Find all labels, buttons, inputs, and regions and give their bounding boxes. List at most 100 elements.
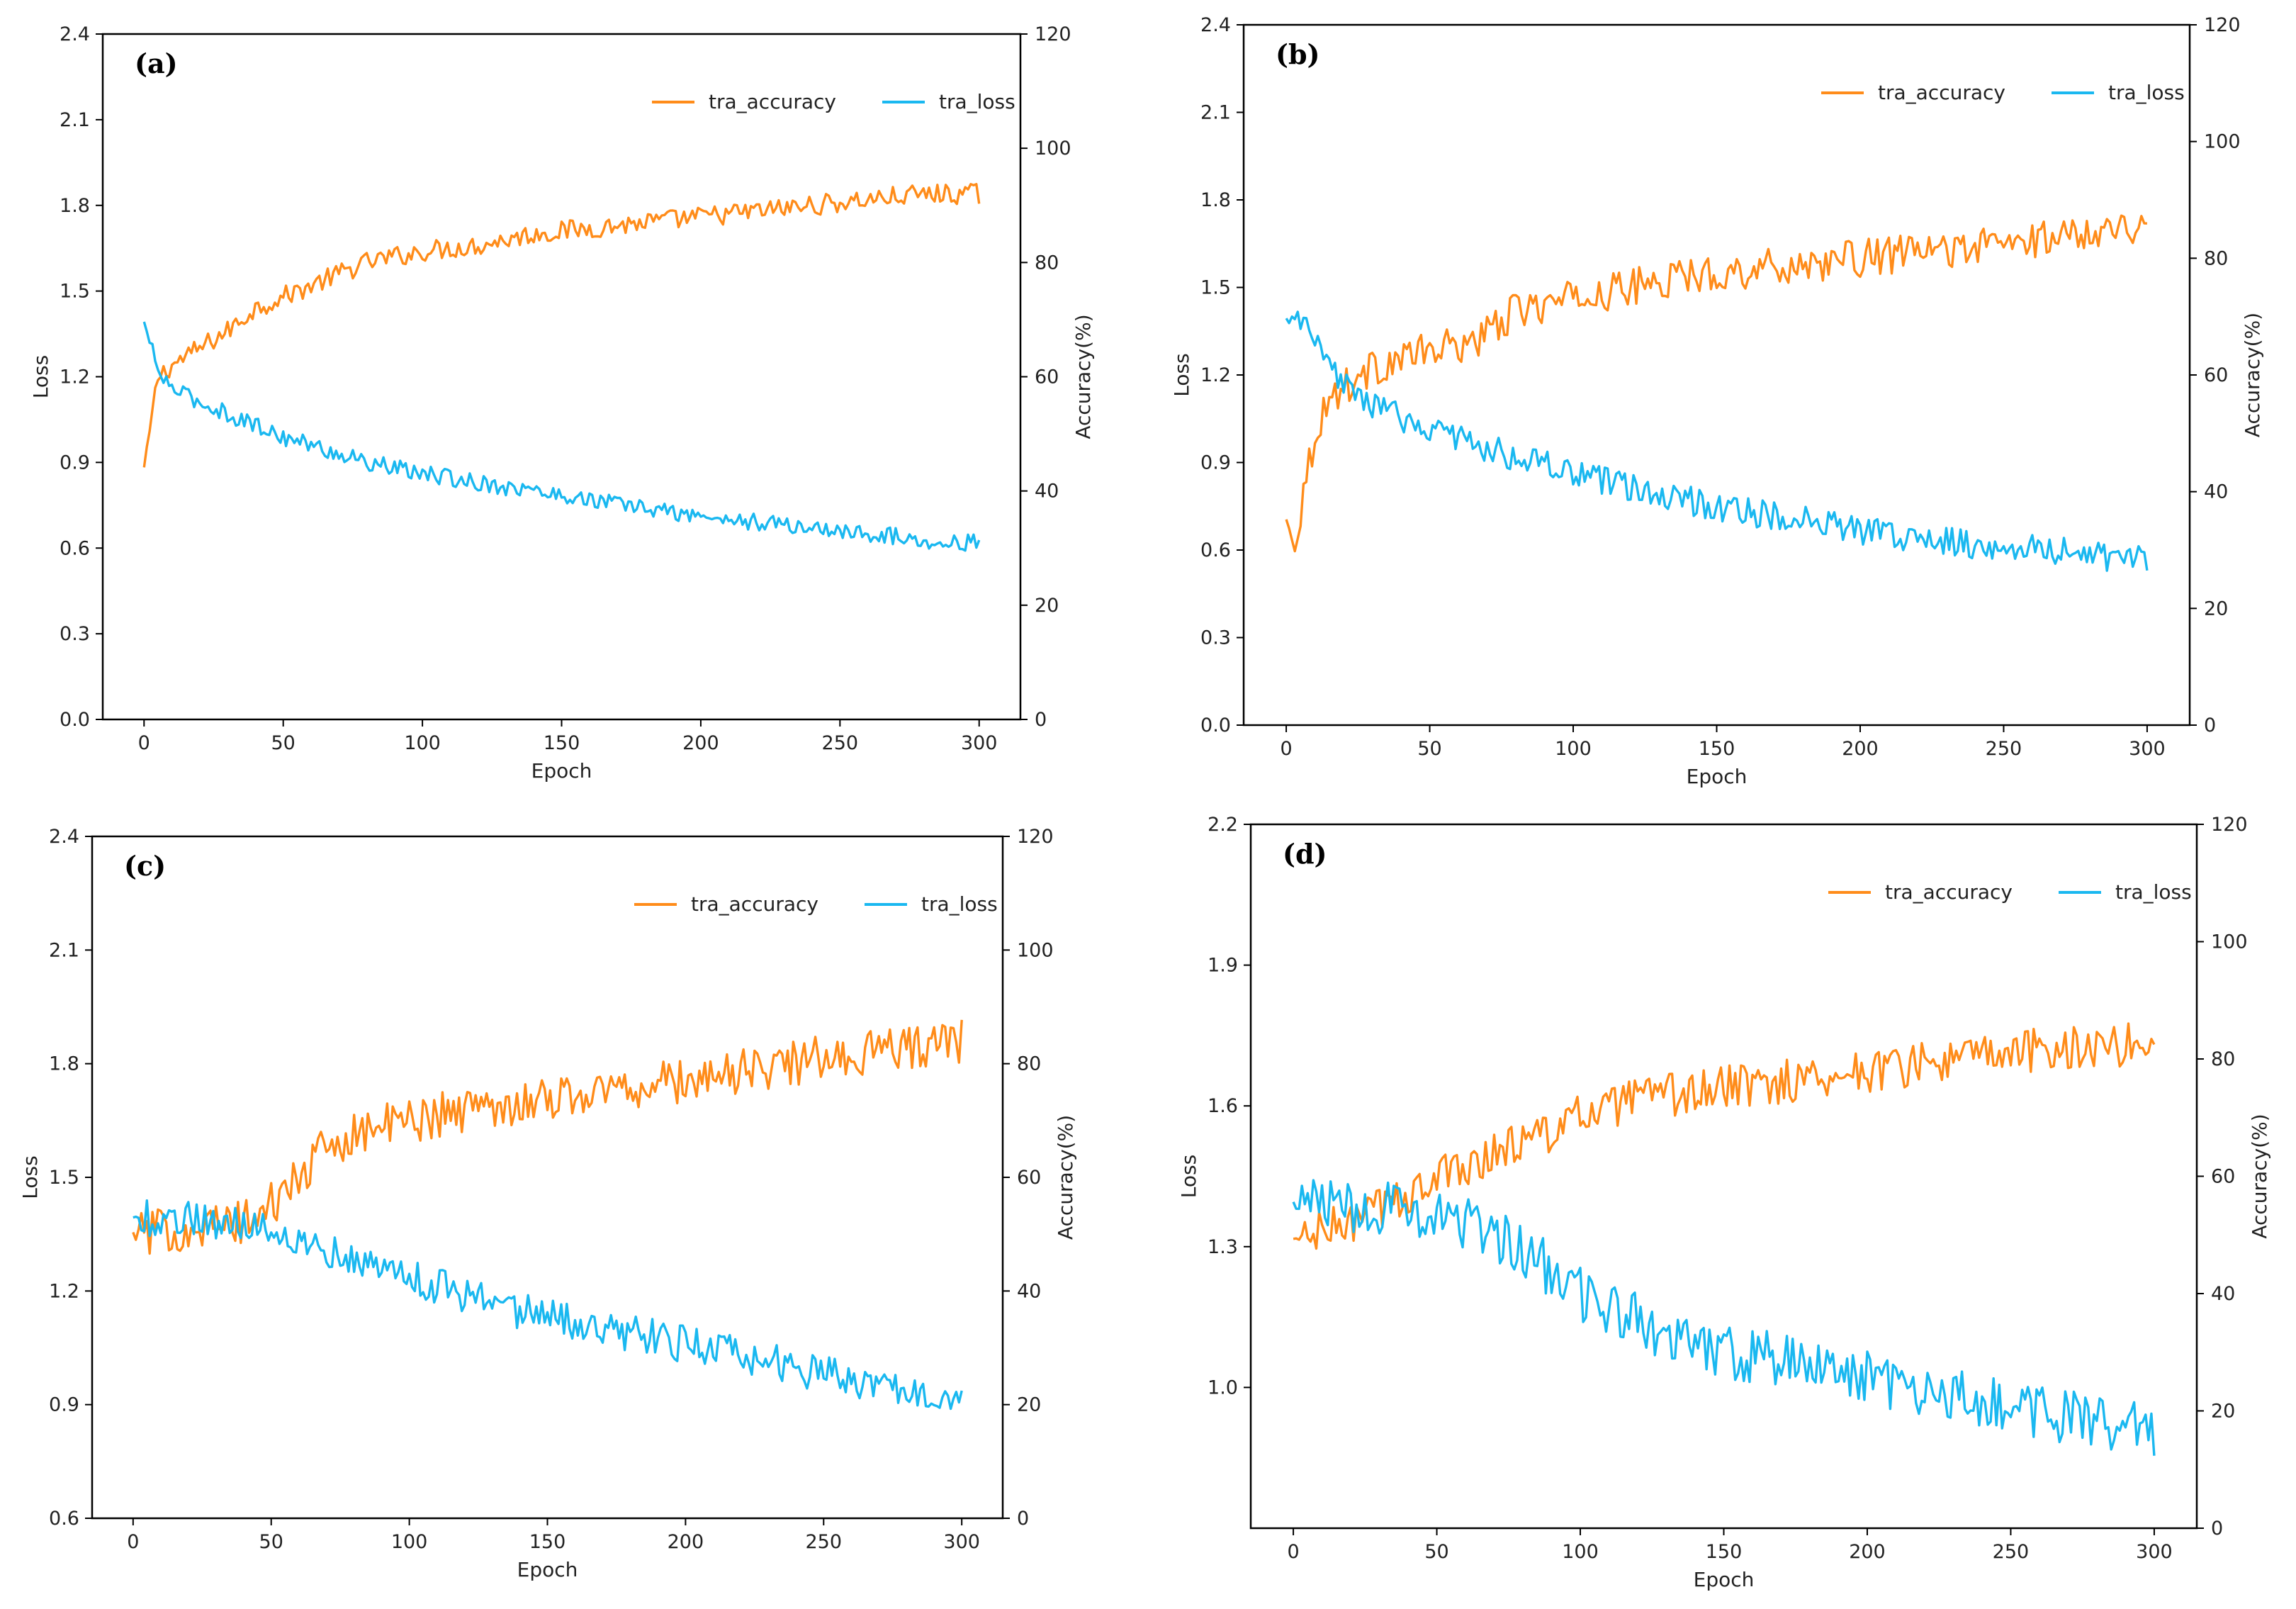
x-tick-label: 0 — [138, 732, 150, 754]
y-left-tick-label: 1.8 — [60, 195, 90, 217]
y-left-tick-label: 1.5 — [60, 281, 90, 303]
y-right-tick-label: 80 — [2211, 1048, 2235, 1070]
y-right-tick-label: 120 — [2204, 14, 2241, 36]
series-line-tra_loss — [1292, 1179, 2156, 1456]
y-right-tick-label: 60 — [1017, 1167, 1041, 1189]
x-tick-label: 300 — [2136, 1541, 2173, 1563]
legend-label-tra_accuracy: tra_accuracy — [1878, 81, 2005, 104]
y-left-tick-label: 2.4 — [60, 23, 90, 45]
y-right-tick-label: 100 — [2204, 131, 2241, 153]
x-tick-label: 100 — [1555, 738, 1592, 760]
x-tick-label: 50 — [1424, 1541, 1448, 1563]
y-right-tick-label: 20 — [1035, 595, 1059, 617]
y-right-tick-label: 0 — [2211, 1518, 2223, 1540]
chart-panel-3: 0 50 100 150 200 250 300 1.0 1.3 1.6 1.9 2.2 0 20 40 60… — [1177, 814, 2271, 1591]
x-tick-label: 150 — [529, 1531, 566, 1553]
x-tick-label: 150 — [544, 732, 580, 754]
y-right-tick-label: 120 — [2211, 814, 2248, 836]
plot-frame — [101, 33, 1022, 721]
x-tick-label: 300 — [961, 732, 998, 754]
y-left-tick-label: 2.4 — [49, 826, 79, 848]
x-tick-label: 0 — [1287, 1541, 1299, 1563]
y-right-axis-label: Accuracy(%) — [2241, 313, 2264, 437]
x-tick-label: 100 — [404, 732, 441, 754]
x-axis-label: Epoch — [1687, 765, 1748, 788]
x-tick-label: 250 — [1986, 738, 2022, 760]
legend-label-tra_loss: tra_loss — [939, 90, 1015, 113]
y-left-tick-label: 1.8 — [49, 1053, 79, 1075]
plot-frame — [91, 835, 1004, 1520]
x-tick-label: 300 — [943, 1531, 980, 1553]
y-left-tick-label: 0.9 — [60, 452, 90, 473]
y-right-tick-label: 60 — [1035, 366, 1059, 388]
y-left-tick-label: 0.9 — [49, 1394, 79, 1416]
y-right-tick-label: 100 — [1035, 138, 1071, 159]
x-tick-label: 0 — [127, 1531, 139, 1553]
x-tick-label: 300 — [2129, 738, 2166, 760]
y-left-axis-label: Loss — [29, 355, 52, 398]
y-left-tick-label: 2.1 — [49, 939, 79, 961]
y-left-tick-label: 2.1 — [1200, 102, 1231, 124]
y-left-tick-label: 0.3 — [1200, 627, 1231, 649]
y-left-tick-label: 0.6 — [60, 537, 90, 559]
legend-label-tra_loss: tra_loss — [2108, 81, 2185, 104]
x-tick-label: 200 — [1842, 738, 1879, 760]
panel-label: (a) — [135, 47, 178, 79]
legend-label-tra_loss: tra_loss — [2115, 880, 2192, 904]
y-right-tick-label: 60 — [2211, 1166, 2235, 1188]
y-left-tick-label: 0.0 — [1200, 714, 1231, 736]
series-line-tra_accuracy — [1293, 1022, 2156, 1250]
y-left-tick-label: 1.3 — [1208, 1236, 1238, 1258]
y-left-tick-label: 1.6 — [1208, 1095, 1238, 1117]
y-right-tick-label: 80 — [2204, 247, 2228, 269]
panel-label: (d) — [1283, 838, 1327, 870]
legend-label-tra_accuracy: tra_accuracy — [709, 90, 836, 113]
x-tick-label: 250 — [806, 1531, 843, 1553]
panel-label: (b) — [1276, 38, 1320, 70]
y-right-tick-label: 60 — [2204, 364, 2228, 386]
y-right-tick-label: 0 — [1035, 709, 1047, 731]
y-left-tick-label: 0.9 — [1200, 452, 1231, 474]
x-tick-label: 200 — [1849, 1541, 1886, 1563]
y-right-tick-label: 80 — [1035, 252, 1059, 274]
x-tick-label: 0 — [1280, 738, 1292, 760]
y-left-tick-label: 2.2 — [1208, 814, 1238, 836]
series-line-tra_loss — [133, 1199, 963, 1411]
y-left-tick-label: 1.0 — [1208, 1377, 1238, 1398]
y-right-tick-label: 40 — [2204, 481, 2228, 503]
y-left-tick-label: 2.4 — [1200, 14, 1231, 36]
y-right-axis-label: Accuracy(%) — [2248, 1114, 2271, 1238]
y-left-tick-label: 1.2 — [60, 366, 90, 388]
y-right-tick-label: 100 — [1017, 939, 1054, 961]
y-right-tick-label: 40 — [2211, 1283, 2235, 1305]
x-axis-label: Epoch — [531, 759, 592, 783]
series-line-tra_accuracy — [1285, 214, 2147, 553]
panel-label: (c) — [124, 850, 166, 882]
x-tick-label: 200 — [668, 1531, 704, 1553]
x-tick-label: 50 — [1417, 738, 1441, 760]
series-line-tra_loss — [1285, 310, 2149, 572]
y-right-tick-label: 80 — [1017, 1053, 1041, 1075]
y-left-tick-label: 0.0 — [60, 709, 90, 731]
y-left-tick-label: 1.2 — [49, 1280, 79, 1302]
x-axis-label: Epoch — [517, 1558, 578, 1581]
chart-panel-1: 0 50 100 150 200 250 3000.00.30.60.91.21.51.82… — [1170, 14, 2264, 788]
y-left-tick-label: 1.2 — [1200, 364, 1231, 386]
y-right-tick-label: 20 — [1017, 1394, 1041, 1416]
y-right-tick-label: 0 — [2204, 714, 2216, 736]
y-left-tick-label: 1.8 — [1200, 189, 1231, 211]
x-tick-label: 50 — [259, 1531, 283, 1553]
y-right-tick-label: 20 — [2211, 1401, 2235, 1423]
series-line-tra_accuracy — [142, 183, 981, 468]
y-right-tick-label: 100 — [2211, 931, 2248, 953]
y-left-tick-label: 0.6 — [1200, 539, 1231, 561]
x-tick-label: 100 — [391, 1531, 428, 1553]
y-left-axis-label: Loss — [18, 1155, 42, 1199]
x-tick-label: 100 — [1562, 1541, 1599, 1563]
y-left-tick-label: 1.5 — [49, 1167, 79, 1189]
x-tick-label: 150 — [1699, 738, 1735, 760]
legend-label-tra_accuracy: tra_accuracy — [1885, 880, 2013, 904]
y-right-tick-label: 40 — [1017, 1280, 1041, 1302]
